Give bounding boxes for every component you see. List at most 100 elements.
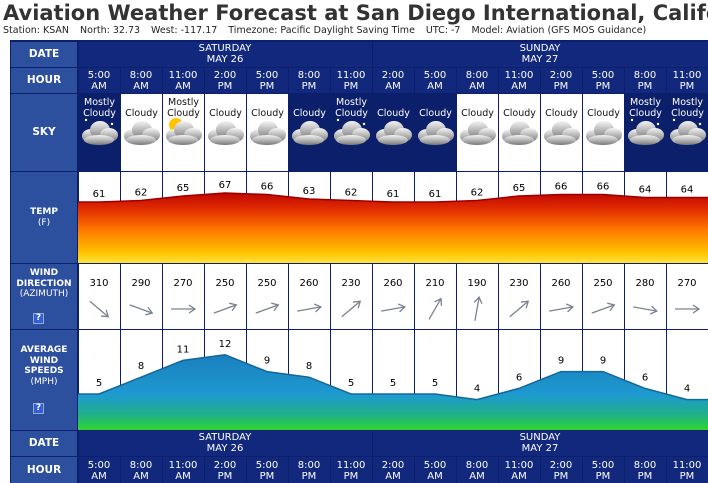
row-label-cell xyxy=(11,330,77,430)
wind-arrow xyxy=(341,300,362,318)
hour-label: 5:00 PM xyxy=(255,459,279,482)
arrow-shaft xyxy=(255,304,279,314)
cloud-puff xyxy=(378,135,408,145)
sky-label: Cloudy xyxy=(503,108,536,119)
hour-label: 11:00 AM xyxy=(168,69,198,92)
wind-speed-label: 6 xyxy=(642,372,648,383)
row-label-cell xyxy=(11,264,77,329)
cloud-puff xyxy=(672,135,702,145)
arrow-shaft xyxy=(341,300,361,318)
day-name: SATURDAY xyxy=(198,432,252,443)
wind-direction-label: 280 xyxy=(635,278,654,289)
hour-cell xyxy=(331,457,372,483)
help-icon[interactable]: ? xyxy=(33,403,44,414)
star-icon xyxy=(84,118,88,122)
cloud-icon xyxy=(292,121,328,145)
hour-label: 11:00 PM xyxy=(336,459,366,482)
info-item: North: 32.73 xyxy=(80,25,141,36)
date-cell xyxy=(79,42,372,67)
sky-label: Cloudy xyxy=(587,108,620,119)
hour-cell xyxy=(625,457,666,483)
hour-cell xyxy=(289,68,330,93)
star-icon xyxy=(336,118,340,122)
date-group: SATURDAY MAY 26 xyxy=(78,43,372,65)
arrow-head xyxy=(649,305,658,315)
hour-label: 2:00 PM xyxy=(213,459,237,482)
hour-label: 8:00 PM xyxy=(633,459,657,482)
wind-speed-label: 11 xyxy=(177,344,190,355)
sky-label: Mostly Cloudy xyxy=(671,97,704,119)
help-icon[interactable]: ? xyxy=(33,313,44,324)
hour-label: 5:00 AM xyxy=(423,69,447,92)
hour-label: 2:00 PM xyxy=(549,69,573,92)
hour-label: 5:00 AM xyxy=(423,459,447,482)
wind-direction-label: 290 xyxy=(131,278,150,289)
row-label: SKY xyxy=(32,126,56,138)
wind-speed-area-edge xyxy=(78,354,708,401)
hour-label: 8:00 AM xyxy=(465,459,489,482)
arrow-shaft xyxy=(89,300,109,318)
hour-label: 2:00 PM xyxy=(213,69,237,92)
date-group: SATURDAY MAY 26 xyxy=(78,432,372,454)
hour-cell xyxy=(583,457,624,483)
row-label-cell xyxy=(11,457,77,483)
sky-label: Cloudy xyxy=(293,108,326,119)
wind-arrow xyxy=(381,303,406,313)
cloud-puff xyxy=(252,135,282,145)
hour-label: 5:00 PM xyxy=(591,69,615,92)
temp-area-edge xyxy=(78,192,708,203)
wind-speed-label: 9 xyxy=(558,356,564,367)
data-cell xyxy=(667,264,708,329)
hour-cell xyxy=(499,457,540,483)
row-label-cell xyxy=(11,172,77,263)
data-cell xyxy=(373,264,414,329)
hour-label: 8:00 PM xyxy=(297,459,321,482)
hour-label: 2:00 AM xyxy=(381,459,405,482)
cloud-puff xyxy=(84,135,114,145)
hour-label: 11:00 PM xyxy=(336,69,366,92)
wind-speed-label: 6 xyxy=(516,372,522,383)
station-info: Station: KSAN North: 32.73 West: -117.17 Ti… xyxy=(3,25,657,37)
cloud-icon xyxy=(418,121,454,145)
temp-label: 62 xyxy=(135,188,148,199)
wind-speed-label: 8 xyxy=(138,361,144,372)
arrow-shaft xyxy=(381,306,405,312)
data-cell xyxy=(625,264,666,329)
arrow-shaft xyxy=(129,304,153,314)
cloud-icon xyxy=(334,121,370,145)
temp-label: 66 xyxy=(597,182,610,193)
hour-cell xyxy=(415,68,456,93)
hour-label: 8:00 PM xyxy=(633,69,657,92)
hour-cell xyxy=(79,68,120,93)
data-cell xyxy=(121,264,162,329)
date-group: SUNDAY MAY 27 xyxy=(372,43,708,65)
arrow-head xyxy=(434,297,443,306)
arrow-shaft xyxy=(213,304,237,314)
wind-direction-label: 250 xyxy=(215,278,234,289)
hour-cell xyxy=(667,457,708,483)
hour-cell xyxy=(121,457,162,483)
wind-speed-label: 4 xyxy=(684,384,690,395)
hour-label: 8:00 AM xyxy=(129,459,153,482)
wind-speed-area xyxy=(78,354,708,430)
row-label-text: AVERAGE WIND SPEEDS xyxy=(20,345,68,376)
data-cell xyxy=(247,264,288,329)
row-label-text: WIND DIRECTION xyxy=(16,268,72,289)
cloud-icon xyxy=(502,121,538,145)
hour-label: 5:00 AM xyxy=(87,459,111,482)
row-label-unit: (F) xyxy=(37,217,51,228)
data-cell xyxy=(583,264,624,329)
date-cell xyxy=(373,431,708,456)
cloud-puff xyxy=(588,135,618,145)
day-date: MAY 26 xyxy=(206,443,244,454)
wind-speed-label: 9 xyxy=(264,356,270,367)
hour-cell xyxy=(205,457,246,483)
hour-cell xyxy=(373,457,414,483)
row-label-group: AVERAGE WIND SPEEDS (MPH) xyxy=(11,345,77,387)
wind-direction-label: 310 xyxy=(89,278,108,289)
wind-speed-label: 5 xyxy=(390,378,396,389)
sky-label: Cloudy xyxy=(545,108,578,119)
info-item: West: -117.17 xyxy=(151,25,218,36)
day-name: SATURDAY xyxy=(198,43,252,54)
